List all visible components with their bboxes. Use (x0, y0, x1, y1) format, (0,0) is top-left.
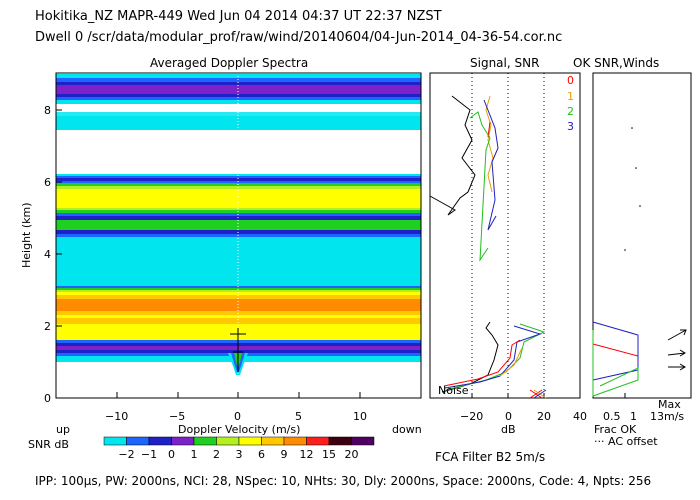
spectra-panel-title: Averaged Doppler Spectra (150, 56, 309, 70)
series-legend-1: 1 (567, 90, 574, 103)
colorbar-value-label: 2 (213, 448, 220, 461)
series-legend-3: 3 (567, 120, 574, 133)
colorbar-swatch (283, 436, 307, 446)
down-label: down (392, 423, 422, 436)
velocity-tick-neg5: −5 (169, 410, 185, 423)
colorbar-label: SNR dB (28, 438, 69, 451)
velocity-tick-neg10: −10 (105, 410, 128, 423)
colorbar-swatch (126, 436, 150, 446)
colorbar-value-label: 12 (300, 448, 314, 461)
height-tick-0: 0 (44, 392, 51, 405)
max-value: 13m/s (650, 410, 684, 423)
height-axis-label: Height (km) (20, 202, 33, 268)
spectra-panel (55, 72, 422, 399)
db-tick-neg20: −20 (460, 410, 483, 423)
series-legend-0: 0 (567, 74, 574, 87)
colorbar-value-label: 3 (236, 448, 243, 461)
winds-panel-title: OK SNR,Winds (573, 56, 660, 70)
footer-params: IPP: 100µs, PW: 2000ns, NCI: 28, NSpec: … (35, 474, 652, 488)
height-tick-6: 6 (44, 176, 51, 189)
header-title: Hokitika_NZ MAPR-449 Wed Jun 04 2014 04:… (35, 9, 442, 24)
colorbar-swatch (306, 436, 330, 446)
velocity-tick-10: 10 (353, 410, 367, 423)
colorbar-value-label: 20 (345, 448, 359, 461)
colorbar-swatch (193, 436, 217, 446)
frac-ok-label: Frac OK (594, 423, 637, 436)
db-axis-label: dB (501, 423, 516, 436)
max-label: Max (658, 398, 681, 411)
colorbar-swatch (148, 436, 172, 446)
colorbar-swatch (216, 436, 240, 446)
colorbar-labels: −2 −1 0 1 2 3 6 9 12 15 20 (118, 448, 358, 461)
colorbar-value-label: 6 (258, 448, 265, 461)
colorbar-value-label: −1 (141, 448, 157, 461)
colorbar-swatch (238, 436, 262, 446)
up-label: up (56, 423, 70, 436)
winds-panel (592, 72, 692, 399)
noise-label: Noise (438, 384, 469, 397)
series-legend-2: 2 (567, 105, 574, 118)
db-tick-40: 40 (573, 410, 587, 423)
colorbar-swatches (103, 436, 375, 446)
colorbar-value-label: 0 (168, 448, 175, 461)
db-tick-0: 0 (505, 410, 512, 423)
signal-panel (429, 72, 581, 399)
frac-tick-half: 0.5 (603, 410, 621, 423)
height-tick-2: 2 (44, 320, 51, 333)
velocity-axis-label: Doppler Velocity (m/s) (178, 423, 300, 436)
velocity-tick-0: 0 (234, 410, 241, 423)
height-tick-4: 4 (44, 248, 51, 261)
height-tick-8: 8 (44, 104, 51, 117)
colorbar-value-label: 9 (281, 448, 288, 461)
colorbar-value-label: 15 (322, 448, 336, 461)
db-tick-20: 20 (537, 410, 551, 423)
colorbar-swatch (261, 436, 285, 446)
colorbar-swatch (328, 436, 352, 446)
signal-panel-title: Signal, SNR (470, 56, 540, 70)
colorbar-value-label: 1 (191, 448, 198, 461)
header-file-path: Dwell 0 /scr/data/modular_prof/raw/wind/… (35, 30, 563, 45)
filter-label: FCA Filter B2 5m/s (435, 450, 546, 464)
frac-tick-one: 1 (630, 410, 637, 423)
colorbar-value-label: −2 (118, 448, 134, 461)
ac-offset-label: ··· AC offset (594, 435, 658, 448)
colorbar-swatch (103, 436, 127, 446)
colorbar-swatch (171, 436, 195, 446)
velocity-tick-5: 5 (295, 410, 302, 423)
colorbar-swatch (351, 436, 375, 446)
